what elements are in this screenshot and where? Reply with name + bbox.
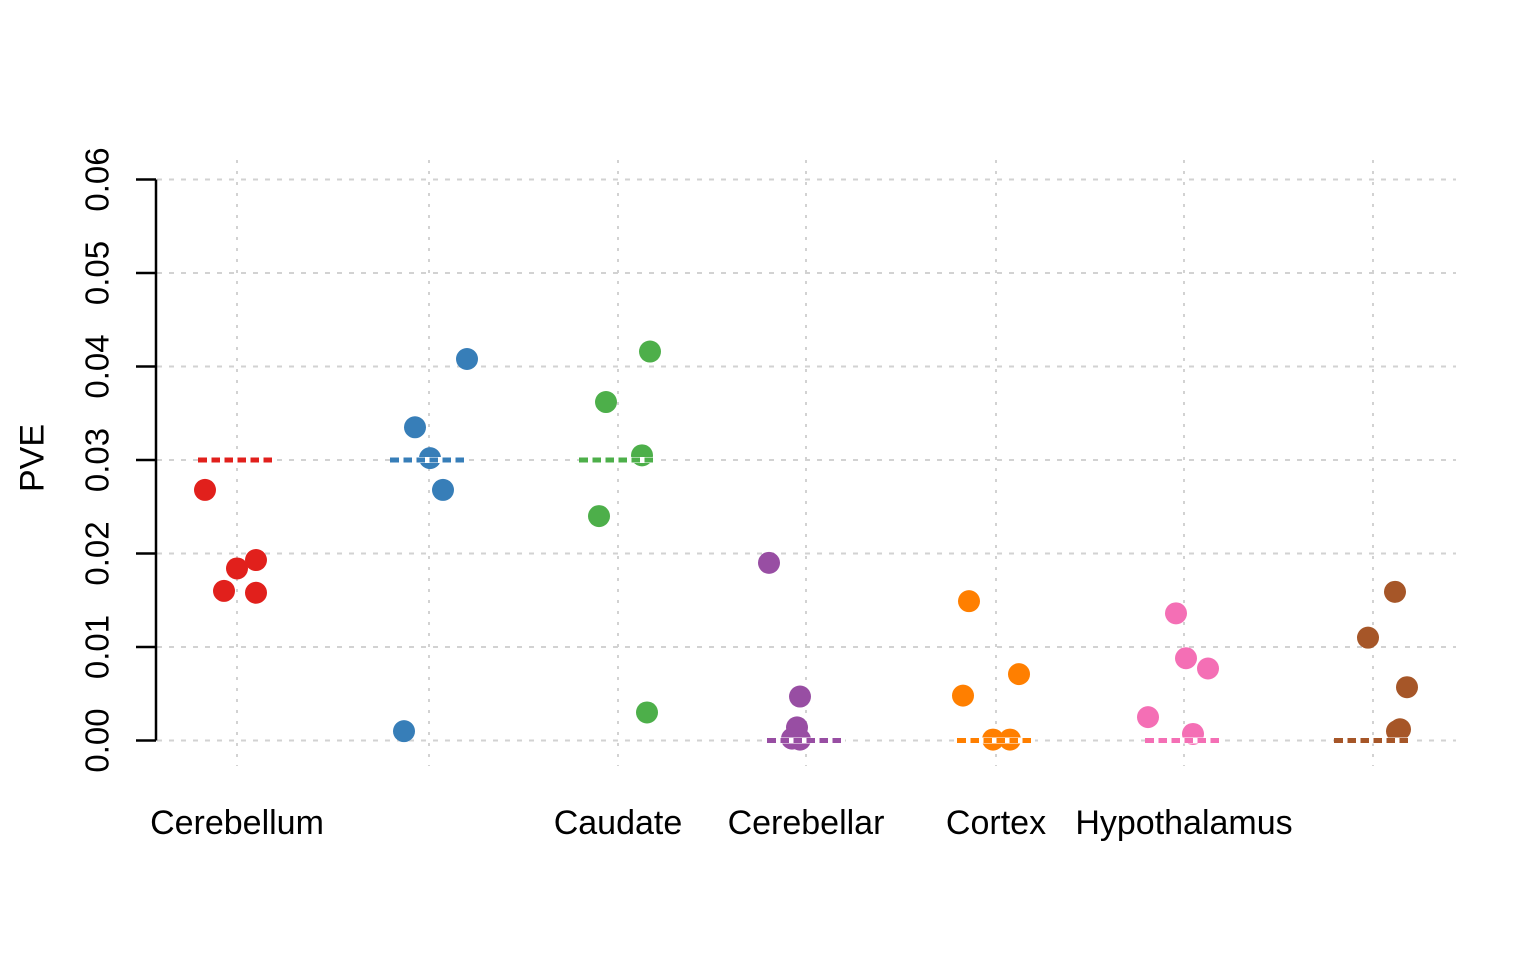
data-point (1197, 657, 1219, 680)
data-point (636, 701, 658, 724)
data-point (1165, 602, 1187, 625)
data-point (588, 505, 610, 528)
data-point (595, 391, 617, 414)
y-tick-label: 0.03 (79, 428, 116, 492)
data-point (432, 478, 454, 501)
y-tick-label: 0.01 (79, 615, 116, 679)
data-point (639, 340, 661, 363)
data-point (758, 551, 780, 574)
data-point (958, 590, 980, 613)
data-point (1396, 676, 1418, 699)
data-point (194, 478, 216, 501)
data-point (1386, 720, 1408, 743)
data-point (393, 720, 415, 743)
data-point (1357, 626, 1379, 649)
y-tick-label: 0.02 (79, 521, 116, 585)
data-point (1137, 706, 1159, 729)
data-point (952, 684, 974, 707)
data-point (404, 416, 426, 439)
data-point (456, 348, 478, 371)
x-group-label: Caudate (554, 804, 683, 842)
data-point (1175, 647, 1197, 670)
x-group-label: Cerebellar (728, 804, 885, 842)
y-tick-label: 0.06 (79, 147, 116, 211)
data-point (631, 444, 653, 467)
x-group-label: Cortex (946, 804, 1046, 842)
x-group-label: Hypothalamus (1075, 804, 1292, 842)
y-tick-label: 0.00 (79, 708, 116, 772)
data-point (226, 557, 248, 580)
data-point (1008, 663, 1030, 686)
data-point (789, 685, 811, 708)
data-point (1384, 580, 1406, 603)
data-point (213, 579, 235, 602)
y-axis-title: PVE (13, 423, 52, 493)
y-tick-label: 0.05 (79, 241, 116, 305)
data-point (245, 549, 267, 572)
data-point (245, 581, 267, 604)
y-tick-label: 0.04 (79, 334, 116, 398)
x-group-label: Cerebellum (150, 804, 324, 842)
